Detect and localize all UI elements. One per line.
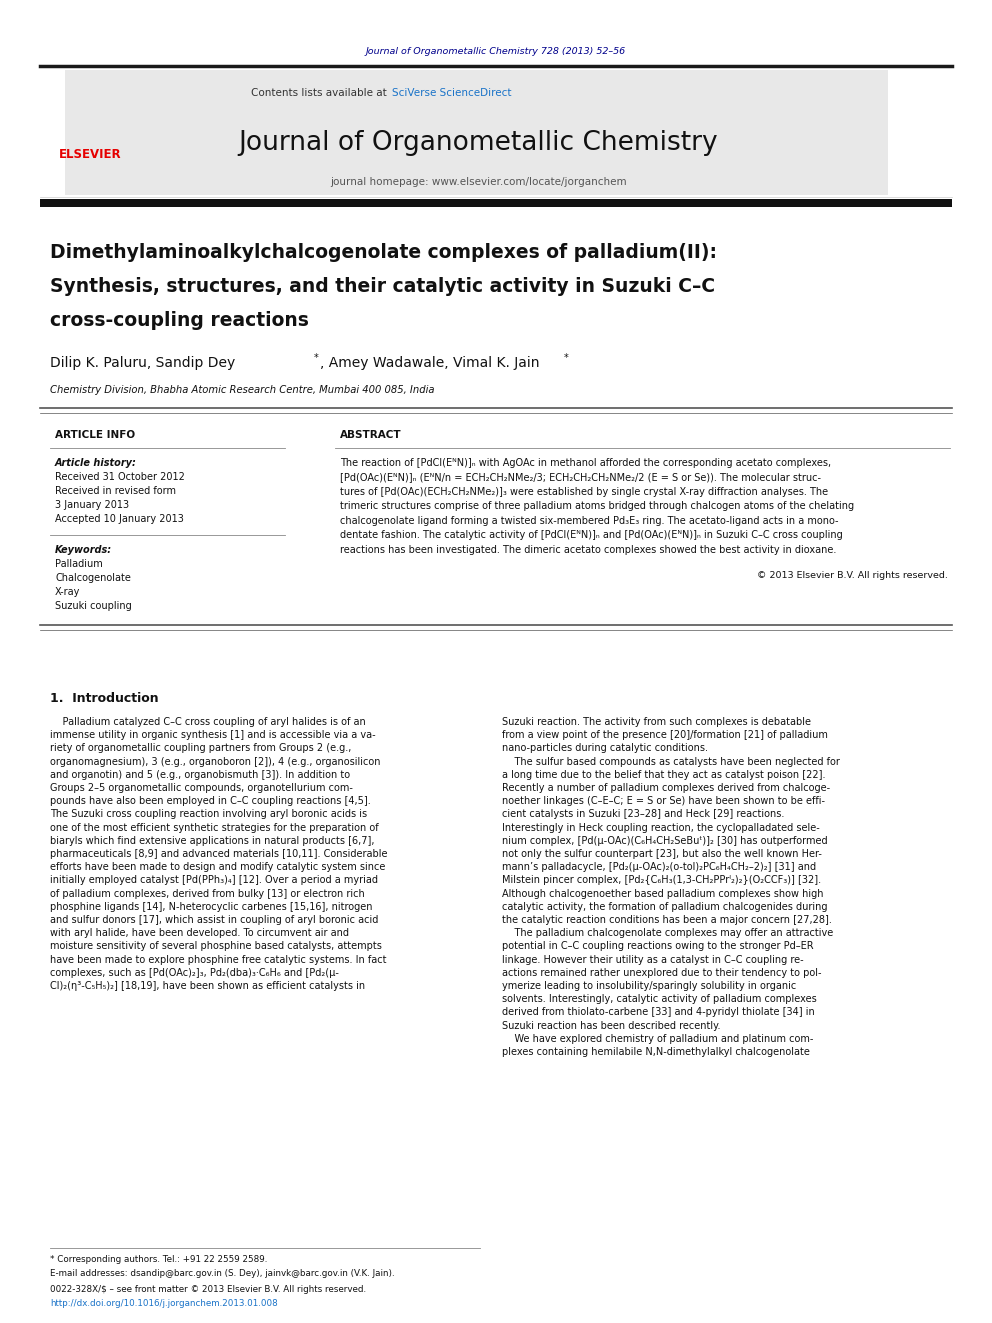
Text: Accepted 10 January 2013: Accepted 10 January 2013 <box>55 515 184 524</box>
Text: Received in revised form: Received in revised form <box>55 486 176 496</box>
Text: with aryl halide, have been developed. To circumvent air and: with aryl halide, have been developed. T… <box>50 929 349 938</box>
Text: ELSEVIER: ELSEVIER <box>59 148 121 161</box>
Text: Synthesis, structures, and their catalytic activity in Suzuki C–C: Synthesis, structures, and their catalyt… <box>50 277 715 295</box>
Text: efforts have been made to design and modify catalytic system since: efforts have been made to design and mod… <box>50 863 385 872</box>
Text: biaryls which find extensive applications in natural products [6,7],: biaryls which find extensive application… <box>50 836 375 845</box>
Text: ARTICLE INFO: ARTICLE INFO <box>55 430 135 441</box>
Text: Suzuki reaction has been described recently.: Suzuki reaction has been described recen… <box>502 1020 720 1031</box>
Text: noether linkages (C–E–C; E = S or Se) have been shown to be effi-: noether linkages (C–E–C; E = S or Se) ha… <box>502 796 825 806</box>
Text: Article history:: Article history: <box>55 458 137 468</box>
Text: Groups 2–5 organometallic compounds, organotellurium com-: Groups 2–5 organometallic compounds, org… <box>50 783 353 792</box>
Text: trimeric structures comprise of three palladium atoms bridged through chalcogen : trimeric structures comprise of three pa… <box>340 501 854 512</box>
Text: Cl)₂(η³-C₅H₅)₂] [18,19], have been shown as efficient catalysts in: Cl)₂(η³-C₅H₅)₂] [18,19], have been shown… <box>50 980 365 991</box>
Text: not only the sulfur counterpart [23], but also the well known Her-: not only the sulfur counterpart [23], bu… <box>502 849 822 859</box>
Text: *: * <box>314 353 318 363</box>
Text: moisture sensitivity of several phosphine based catalysts, attempts: moisture sensitivity of several phosphin… <box>50 942 382 951</box>
Text: Chalcogenolate: Chalcogenolate <box>55 573 131 583</box>
Text: reactions has been investigated. The dimeric acetato complexes showed the best a: reactions has been investigated. The dim… <box>340 545 836 556</box>
Text: Interestingly in Heck coupling reaction, the cyclopalladated sele-: Interestingly in Heck coupling reaction,… <box>502 823 819 832</box>
Text: plexes containing hemilabile N,N-dimethylalkyl chalcogenolate: plexes containing hemilabile N,N-dimethy… <box>502 1046 809 1057</box>
Text: complexes, such as [Pd(OAc)₂]₃, Pd₂(dba)₃·C₆H₆ and [Pd₂(μ-: complexes, such as [Pd(OAc)₂]₃, Pd₂(dba)… <box>50 968 339 978</box>
Text: * Corresponding authors. Tel.: +91 22 2559 2589.: * Corresponding authors. Tel.: +91 22 25… <box>50 1256 268 1265</box>
Text: Suzuki coupling: Suzuki coupling <box>55 601 132 611</box>
Text: and organotin) and 5 (e.g., organobismuth [3]). In addition to: and organotin) and 5 (e.g., organobismut… <box>50 770 350 779</box>
Text: Palladium catalyzed C–C cross coupling of aryl halides is of an: Palladium catalyzed C–C cross coupling o… <box>50 717 366 728</box>
Text: X-ray: X-ray <box>55 587 80 597</box>
Text: 3 January 2013: 3 January 2013 <box>55 500 129 509</box>
Text: from a view point of the presence [20]/formation [21] of palladium: from a view point of the presence [20]/f… <box>502 730 828 740</box>
Text: Received 31 October 2012: Received 31 October 2012 <box>55 472 185 482</box>
Text: *: * <box>564 353 568 363</box>
Text: Journal of Organometallic Chemistry 728 (2013) 52–56: Journal of Organometallic Chemistry 728 … <box>366 48 626 57</box>
Text: potential in C–C coupling reactions owing to the stronger Pd–ER: potential in C–C coupling reactions owin… <box>502 942 813 951</box>
Text: Contents lists available at: Contents lists available at <box>251 89 390 98</box>
Text: Dilip K. Paluru, Sandip Dey: Dilip K. Paluru, Sandip Dey <box>50 356 235 370</box>
Text: organomagnesium), 3 (e.g., organoboron [2]), 4 (e.g., organosilicon: organomagnesium), 3 (e.g., organoboron [… <box>50 757 381 766</box>
Text: chalcogenolate ligand forming a twisted six-membered Pd₃E₃ ring. The acetato-lig: chalcogenolate ligand forming a twisted … <box>340 516 838 527</box>
Text: SciVerse ScienceDirect: SciVerse ScienceDirect <box>392 89 512 98</box>
Text: a long time due to the belief that they act as catalyst poison [22].: a long time due to the belief that they … <box>502 770 825 779</box>
Text: Recently a number of palladium complexes derived from chalcoge-: Recently a number of palladium complexes… <box>502 783 830 792</box>
FancyBboxPatch shape <box>40 198 952 206</box>
Text: and sulfur donors [17], which assist in coupling of aryl boronic acid: and sulfur donors [17], which assist in … <box>50 916 378 925</box>
Text: mann’s palladacycle, [Pd₂(μ-OAc)₂(o-tol)₂PC₆H₄CH₂–2)₂] [31] and: mann’s palladacycle, [Pd₂(μ-OAc)₂(o-tol)… <box>502 863 816 872</box>
Text: catalytic activity, the formation of palladium chalcogenides during: catalytic activity, the formation of pal… <box>502 902 827 912</box>
Text: journal homepage: www.elsevier.com/locate/jorganchem: journal homepage: www.elsevier.com/locat… <box>329 177 626 187</box>
Text: The Suzuki cross coupling reaction involving aryl boronic acids is: The Suzuki cross coupling reaction invol… <box>50 810 367 819</box>
Text: pharmaceuticals [8,9] and advanced materials [10,11]. Considerable: pharmaceuticals [8,9] and advanced mater… <box>50 849 388 859</box>
Text: The sulfur based compounds as catalysts have been neglected for: The sulfur based compounds as catalysts … <box>502 757 840 766</box>
Text: pounds have also been employed in C–C coupling reactions [4,5].: pounds have also been employed in C–C co… <box>50 796 371 806</box>
FancyBboxPatch shape <box>65 70 888 194</box>
Text: tures of [Pd(OAc)(ECH₂CH₂NMe₂)]₃ were established by single crystal X-ray diffra: tures of [Pd(OAc)(ECH₂CH₂NMe₂)]₃ were es… <box>340 487 828 497</box>
Text: We have explored chemistry of palladium and platinum com-: We have explored chemistry of palladium … <box>502 1033 813 1044</box>
Text: Chemistry Division, Bhabha Atomic Research Centre, Mumbai 400 085, India: Chemistry Division, Bhabha Atomic Resear… <box>50 385 434 396</box>
Text: nano-particles during catalytic conditions.: nano-particles during catalytic conditio… <box>502 744 708 753</box>
Text: The reaction of [PdCl(EᴺN)]ₙ with AgOAc in methanol afforded the corresponding a: The reaction of [PdCl(EᴺN)]ₙ with AgOAc … <box>340 458 831 468</box>
Text: Milstein pincer complex, [Pd₂{C₆H₃(1,3-CH₂PPrᴵ₂)₂}(O₂CCF₃)] [32].: Milstein pincer complex, [Pd₂{C₆H₃(1,3-C… <box>502 876 821 885</box>
Text: nium complex, [Pd(μ-OAc)(C₆H₄CH₂SeBuᵗ)]₂ [30] has outperformed: nium complex, [Pd(μ-OAc)(C₆H₄CH₂SeBuᵗ)]₂… <box>502 836 827 845</box>
Text: dentate fashion. The catalytic activity of [PdCl(EᴺN)]ₙ and [Pd(OAc)(EᴺN)]ₙ in S: dentate fashion. The catalytic activity … <box>340 531 843 541</box>
Text: cross-coupling reactions: cross-coupling reactions <box>50 311 309 329</box>
Text: linkage. However their utility as a catalyst in C–C coupling re-: linkage. However their utility as a cata… <box>502 955 804 964</box>
Text: actions remained rather unexplored due to their tendency to pol-: actions remained rather unexplored due t… <box>502 968 821 978</box>
Text: http://dx.doi.org/10.1016/j.jorganchem.2013.01.008: http://dx.doi.org/10.1016/j.jorganchem.2… <box>50 1298 278 1307</box>
Text: © 2013 Elsevier B.V. All rights reserved.: © 2013 Elsevier B.V. All rights reserved… <box>757 570 948 579</box>
Text: ymerize leading to insolubility/sparingly solubility in organic: ymerize leading to insolubility/sparingl… <box>502 980 797 991</box>
Text: Journal of Organometallic Chemistry: Journal of Organometallic Chemistry <box>238 130 718 156</box>
Text: , Amey Wadawale, Vimal K. Jain: , Amey Wadawale, Vimal K. Jain <box>320 356 540 370</box>
Text: of palladium complexes, derived from bulky [13] or electron rich: of palladium complexes, derived from bul… <box>50 889 365 898</box>
Text: Keywords:: Keywords: <box>55 545 112 556</box>
Text: Dimethylaminoalkylchalcogenolate complexes of palladium(II):: Dimethylaminoalkylchalcogenolate complex… <box>50 242 717 262</box>
Text: Suzuki reaction. The activity from such complexes is debatable: Suzuki reaction. The activity from such … <box>502 717 811 728</box>
Text: phosphine ligands [14], N-heterocyclic carbenes [15,16], nitrogen: phosphine ligands [14], N-heterocyclic c… <box>50 902 373 912</box>
Text: have been made to explore phosphine free catalytic systems. In fact: have been made to explore phosphine free… <box>50 955 387 964</box>
Text: 1.  Introduction: 1. Introduction <box>50 692 159 705</box>
Text: one of the most efficient synthetic strategies for the preparation of: one of the most efficient synthetic stra… <box>50 823 379 832</box>
Text: cient catalysts in Suzuki [23–28] and Heck [29] reactions.: cient catalysts in Suzuki [23–28] and He… <box>502 810 785 819</box>
Text: derived from thiolato-carbene [33] and 4-pyridyl thiolate [34] in: derived from thiolato-carbene [33] and 4… <box>502 1007 814 1017</box>
Text: ABSTRACT: ABSTRACT <box>340 430 402 441</box>
Text: riety of organometallic coupling partners from Groups 2 (e.g.,: riety of organometallic coupling partner… <box>50 744 351 753</box>
Text: Although chalcogenoether based palladium complexes show high: Although chalcogenoether based palladium… <box>502 889 823 898</box>
Text: [Pd(OAc)(EᴺN)]ₙ (EᴺN/n = ECH₂CH₂NMe₂/3; ECH₂CH₂CH₂NMe₂/2 (E = S or Se)). The mol: [Pd(OAc)(EᴺN)]ₙ (EᴺN/n = ECH₂CH₂NMe₂/3; … <box>340 472 821 483</box>
Text: the catalytic reaction conditions has been a major concern [27,28].: the catalytic reaction conditions has be… <box>502 916 832 925</box>
Text: E-mail addresses: dsandip@barc.gov.in (S. Dey), jainvk@barc.gov.in (V.K. Jain).: E-mail addresses: dsandip@barc.gov.in (S… <box>50 1269 395 1278</box>
Text: initially employed catalyst [Pd(PPh₃)₄] [12]. Over a period a myriad: initially employed catalyst [Pd(PPh₃)₄] … <box>50 876 378 885</box>
Text: The palladium chalcogenolate complexes may offer an attractive: The palladium chalcogenolate complexes m… <box>502 929 833 938</box>
Text: solvents. Interestingly, catalytic activity of palladium complexes: solvents. Interestingly, catalytic activ… <box>502 994 816 1004</box>
Text: immense utility in organic synthesis [1] and is accessible via a va-: immense utility in organic synthesis [1]… <box>50 730 376 740</box>
Text: Palladium: Palladium <box>55 560 103 569</box>
Text: 0022-328X/$ – see front matter © 2013 Elsevier B.V. All rights reserved.: 0022-328X/$ – see front matter © 2013 El… <box>50 1286 366 1294</box>
